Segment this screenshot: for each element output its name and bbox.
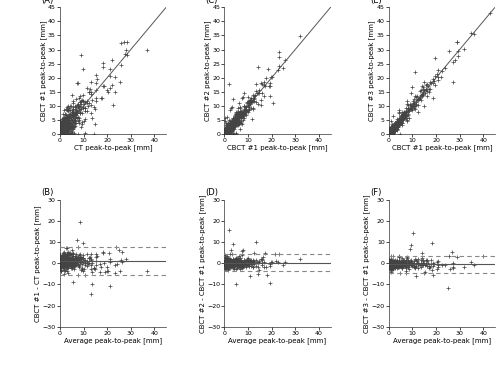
Y-axis label: CBCT #1 - CT peak-to-peak [mm]: CBCT #1 - CT peak-to-peak [mm] [34, 205, 42, 321]
Text: (A): (A) [41, 0, 53, 5]
Text: (F): (F) [370, 188, 381, 197]
X-axis label: CBCT #1 peak-to-peak [mm]: CBCT #1 peak-to-peak [mm] [227, 145, 328, 151]
X-axis label: Average peak-to-peak [mm]: Average peak-to-peak [mm] [64, 337, 162, 344]
Text: (C): (C) [206, 0, 218, 5]
Text: (D): (D) [206, 188, 218, 197]
X-axis label: Average peak-to-peak [mm]: Average peak-to-peak [mm] [228, 337, 326, 344]
Text: (E): (E) [370, 0, 382, 5]
Y-axis label: CBCT #3 - CBCT #1 peak-to-peak [mm]: CBCT #3 - CBCT #1 peak-to-peak [mm] [364, 194, 370, 333]
Y-axis label: CBCT #1 peak-to-peak [mm]: CBCT #1 peak-to-peak [mm] [40, 21, 46, 121]
X-axis label: CBCT #1 peak-to-peak [mm]: CBCT #1 peak-to-peak [mm] [392, 145, 492, 151]
Y-axis label: CBCT #3 peak-to-peak [mm]: CBCT #3 peak-to-peak [mm] [368, 21, 376, 121]
Y-axis label: CBCT #2 - CBCT #1 peak-to-peak [mm]: CBCT #2 - CBCT #1 peak-to-peak [mm] [199, 194, 206, 333]
X-axis label: CT peak-to-peak [mm]: CT peak-to-peak [mm] [74, 145, 152, 151]
Text: (B): (B) [41, 188, 54, 197]
Y-axis label: CBCT #2 peak-to-peak [mm]: CBCT #2 peak-to-peak [mm] [204, 21, 211, 121]
X-axis label: Average peak-to-peak [mm]: Average peak-to-peak [mm] [393, 337, 491, 344]
